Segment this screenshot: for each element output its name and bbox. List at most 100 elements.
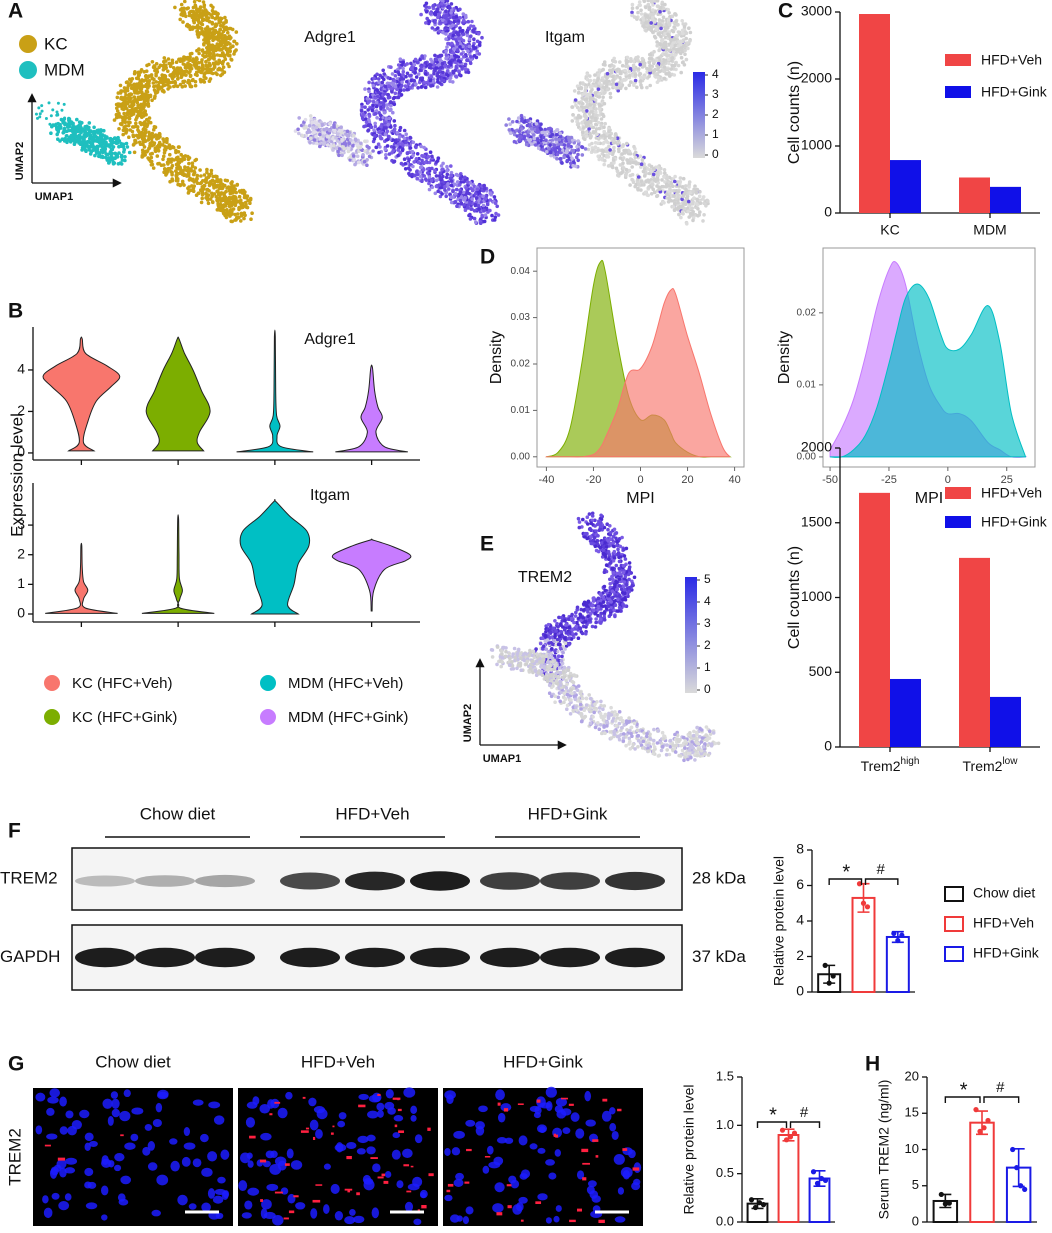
cell-dot [176, 163, 181, 168]
cell-dot [141, 106, 145, 111]
cell-dot [458, 26, 462, 30]
cell-dot [477, 43, 482, 47]
cell-dot [216, 204, 221, 209]
cell-dot [656, 32, 661, 36]
cell-dot [628, 173, 633, 178]
cell-dot [224, 215, 229, 220]
cell-dot [194, 193, 199, 197]
cell-dot [205, 25, 210, 29]
cell-dot [666, 25, 670, 30]
cell-dot [427, 19, 432, 24]
cell-dot [375, 88, 380, 92]
cell-dot [419, 165, 424, 169]
cell-dot [459, 201, 464, 206]
cell-dot [55, 110, 59, 114]
cell-dot [193, 79, 198, 84]
cell-dot [186, 55, 190, 60]
cell-dot [178, 66, 183, 70]
cell-dot [178, 17, 182, 22]
cell-dot [669, 67, 673, 71]
cell-dot [653, 36, 658, 40]
cell-dot [614, 68, 619, 72]
cell-dot [380, 80, 385, 85]
cell-dot [603, 158, 607, 163]
cell-dot [423, 72, 428, 76]
cell-dot [335, 132, 340, 137]
cell-dot [485, 202, 490, 207]
cell-dot [662, 168, 667, 172]
cell-dot [620, 152, 625, 156]
cell-dot [211, 30, 216, 34]
cell-dot [706, 199, 710, 203]
cell-dot [651, 172, 656, 177]
cell-dot [129, 113, 133, 117]
cell-dot [147, 62, 151, 67]
cell-dot [579, 86, 584, 90]
cell-dot [167, 144, 171, 148]
cell-dot [681, 31, 685, 36]
cell-dot [662, 201, 666, 205]
cell-dot [584, 134, 589, 139]
cell-dot [701, 219, 705, 223]
cell-dot [161, 157, 165, 162]
cell-dot [438, 58, 442, 62]
cell-dot [170, 177, 174, 181]
cell-dot [612, 145, 616, 150]
cell-dot [439, 53, 444, 58]
cell-dot [411, 164, 415, 169]
cell-dot [197, 0, 202, 3]
cell-dot [126, 83, 131, 88]
cell-dot [372, 128, 376, 132]
cell-dot [695, 187, 700, 192]
cell-dot [181, 20, 185, 24]
cell-dot [590, 141, 594, 146]
cell-dot [135, 115, 139, 120]
cell-dot [653, 190, 657, 195]
cell-dot [632, 83, 636, 87]
cell-dot [235, 215, 239, 220]
cell-dot [691, 189, 695, 194]
cell-dot [403, 167, 408, 171]
cell-dot [649, 164, 654, 169]
cell-dot [691, 196, 696, 201]
cell-dot [679, 215, 683, 220]
cell-dot [223, 15, 227, 20]
cell-dot [453, 192, 458, 196]
cell-dot [134, 109, 139, 113]
cell-dot [395, 130, 400, 135]
cell-dot [472, 37, 476, 41]
cell-dot [638, 79, 643, 83]
cell-dot [208, 77, 213, 81]
cell-dot [594, 107, 598, 111]
cell-dot [223, 178, 228, 183]
cell-dot [427, 181, 431, 186]
cell-dot [397, 72, 401, 77]
cell-dot [601, 85, 606, 89]
cell-dot [149, 73, 154, 77]
cell-dot [219, 199, 223, 203]
cell-dot [483, 213, 488, 217]
cell-dot [183, 84, 187, 88]
cell-dot [147, 116, 152, 120]
cell-dot [667, 61, 671, 66]
panel-label: D [480, 246, 495, 269]
cell-dot [198, 11, 203, 16]
cell-dot [601, 112, 605, 117]
cell-dot [451, 33, 456, 38]
cell-dot [676, 30, 681, 34]
cell-dot [375, 72, 379, 77]
cell-dot [132, 150, 137, 155]
cell-dot [147, 132, 152, 137]
cell-dot [153, 149, 158, 154]
cell-dot [187, 24, 192, 28]
cell-dot [297, 131, 301, 136]
cell-dot [321, 134, 326, 138]
cell-dot [120, 115, 124, 120]
cell-dot [466, 19, 471, 24]
cell-dot [215, 174, 219, 179]
cell-dot [473, 192, 478, 196]
cell-dot [363, 87, 367, 91]
cell-dot [411, 140, 416, 145]
cell-dot [55, 113, 59, 117]
cell-dot [367, 154, 372, 159]
